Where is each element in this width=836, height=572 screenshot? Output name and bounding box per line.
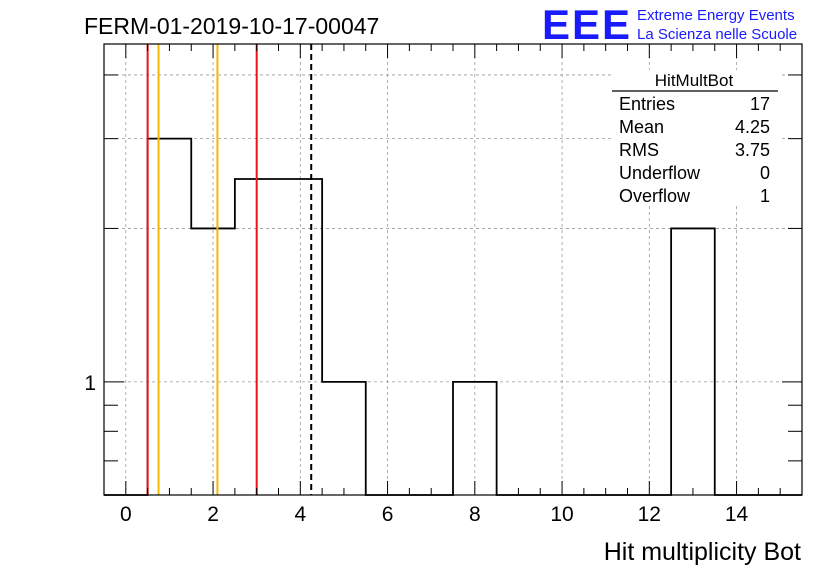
- stats-row-label: Overflow: [619, 186, 691, 206]
- histogram-bin: [671, 228, 715, 495]
- axis-ticks: [103, 44, 803, 496]
- stats-row-label: Underflow: [619, 163, 701, 183]
- histogram-bin: [148, 139, 192, 495]
- histogram-bin: [191, 228, 235, 495]
- eee-logo-text: EEE: [542, 1, 632, 48]
- run-title: FERM-01-2019-10-17-00047: [84, 13, 379, 39]
- stats-row-label: RMS: [619, 140, 659, 160]
- y-tick-label: 1: [84, 372, 96, 395]
- stats-box-bg: [612, 70, 780, 205]
- histogram-bin: [322, 382, 366, 495]
- stats-row-label: Mean: [619, 117, 664, 137]
- x-tick-label: 8: [469, 503, 481, 526]
- logo-line-1: Extreme Energy Events: [637, 7, 795, 24]
- stats-title: HitMultBot: [655, 71, 734, 90]
- stats-row-label: Entries: [619, 94, 675, 114]
- x-tick-label: 4: [294, 503, 306, 526]
- x-tick-label: 14: [725, 503, 749, 526]
- logo-line-2: La Scienza nelle Scuole: [637, 26, 797, 43]
- marker-lines: [146, 44, 313, 495]
- stats-row-value: 4.25: [735, 117, 770, 137]
- x-tick-labels: 0 2 4 6 8 10 12 14: [120, 503, 749, 526]
- x-axis-label: Hit multiplicity Bot: [604, 538, 801, 566]
- stats-rows: Entries 17 Mean 4.25 RMS 3.75 Underflow 0 Overfl…: [619, 94, 770, 206]
- histogram-bin: [279, 179, 323, 495]
- x-tick-label: 12: [638, 503, 661, 526]
- stats-row-value: 3.75: [735, 140, 770, 160]
- stats-row-value: 17: [750, 94, 770, 114]
- stats-row-value: 0: [760, 163, 770, 183]
- x-tick-label: 0: [120, 503, 132, 526]
- eee-logo: EEE Extreme Energy Events La Scienza nel…: [542, 1, 797, 48]
- y-tick-labels: 1: [84, 372, 96, 395]
- x-tick-label: 10: [550, 503, 573, 526]
- x-tick-label: 2: [207, 503, 219, 526]
- histogram-bin: [453, 382, 497, 495]
- x-tick-label: 6: [382, 503, 394, 526]
- stats-box: HitMultBot Entries 17 Mean 4.25 RMS 3.75 Under…: [612, 70, 780, 206]
- stats-row-value: 1: [760, 186, 770, 206]
